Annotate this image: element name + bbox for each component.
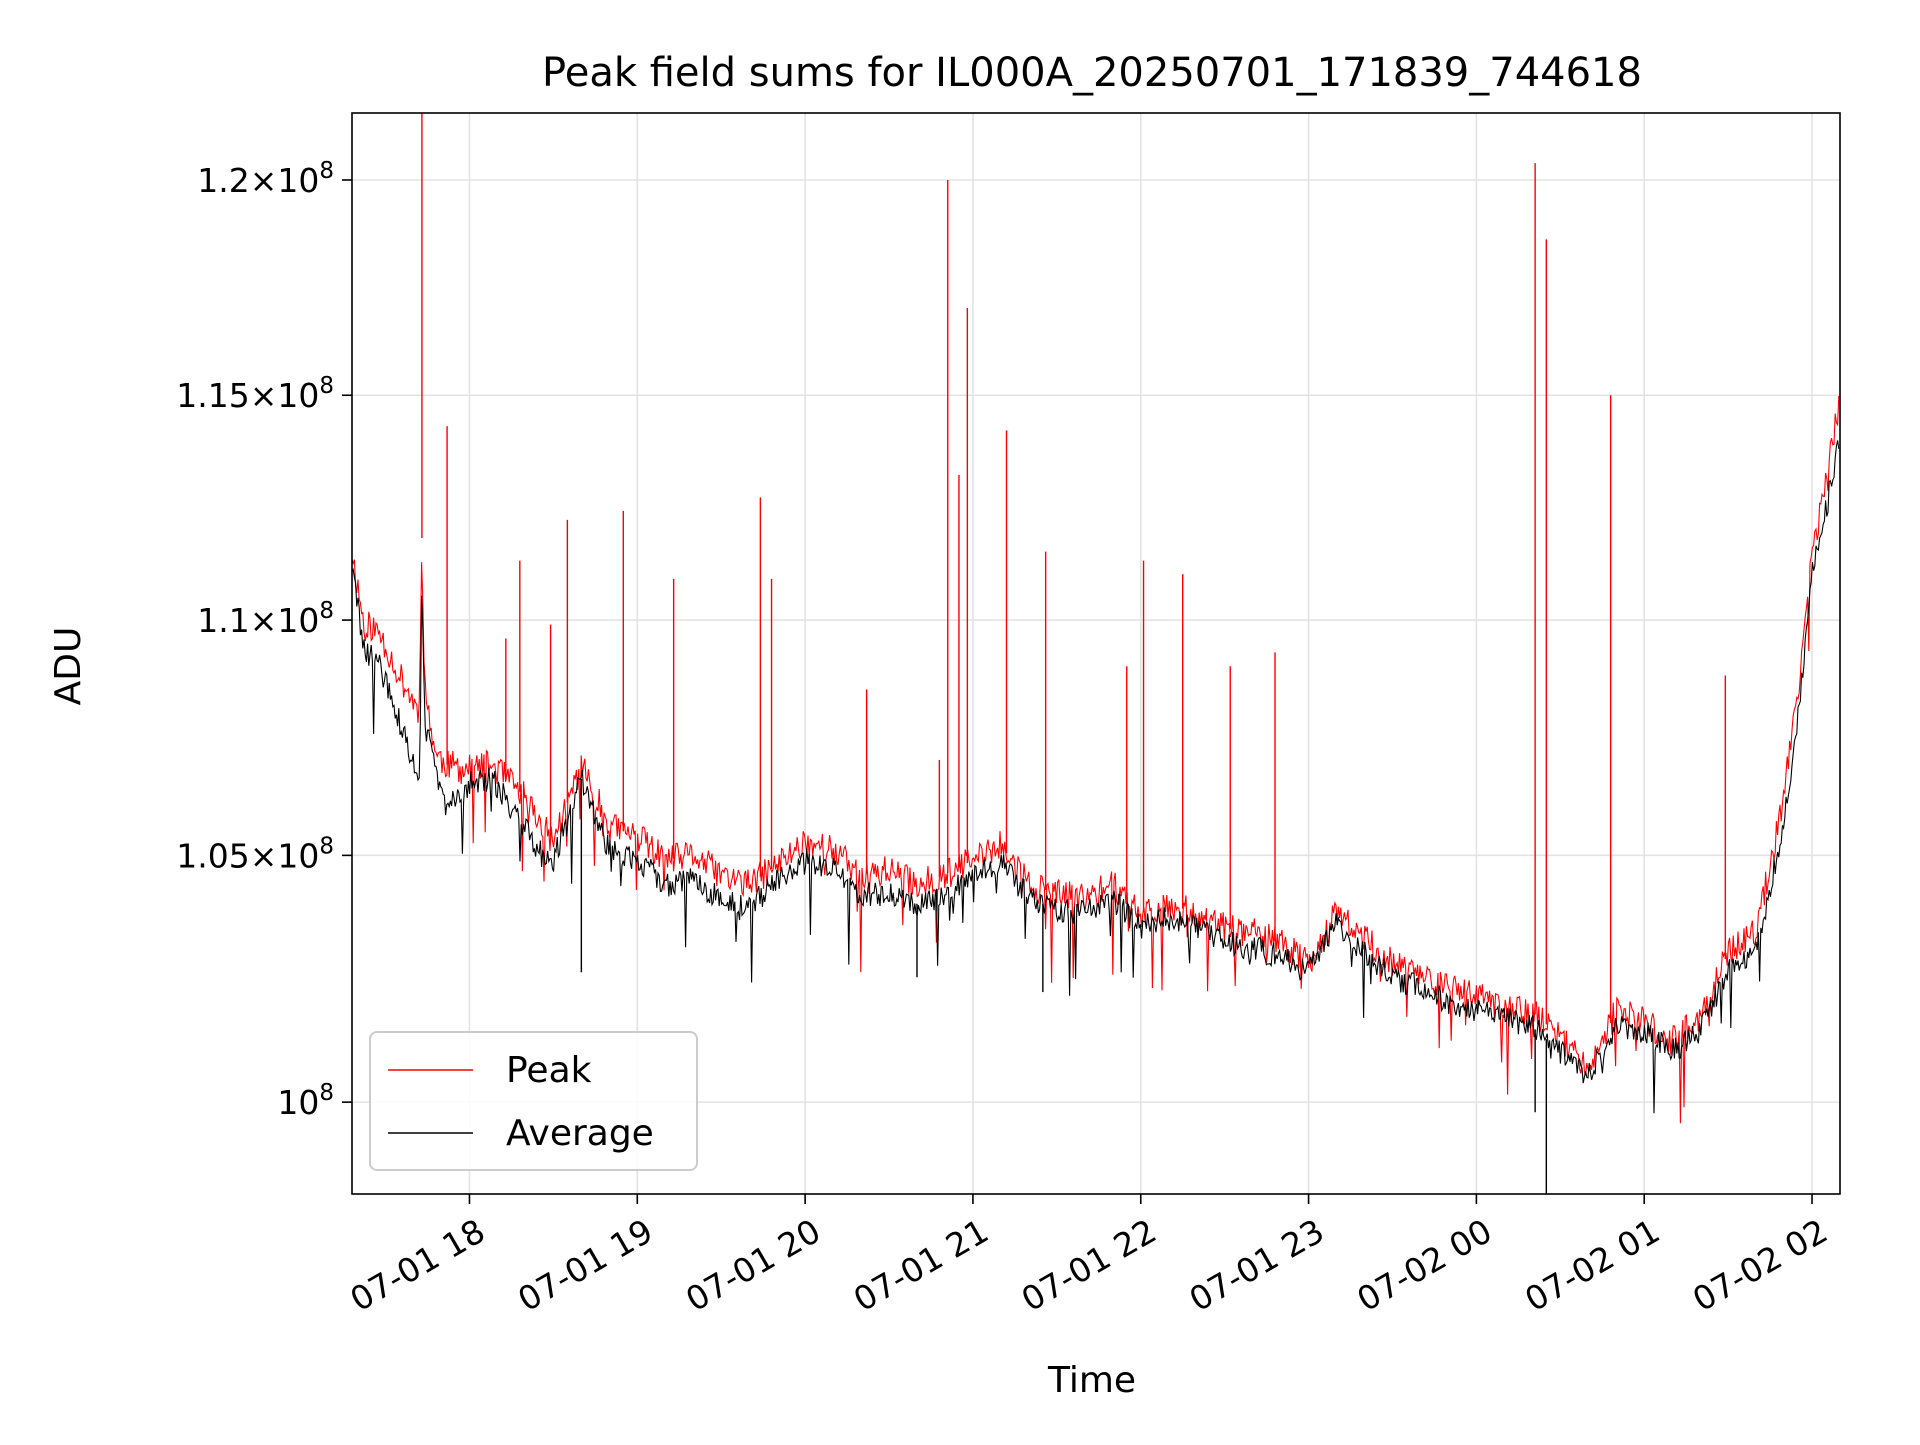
grid-lines (352, 113, 1840, 1194)
series-line-peak (352, 395, 1840, 1124)
legend: Peak Average (369, 1031, 698, 1171)
y-axis-label: ADU (48, 627, 89, 706)
y-tick-label: 1.1×108 (197, 598, 334, 640)
legend-label-average: Average (506, 1113, 654, 1154)
x-axis-label: Time (1047, 1360, 1136, 1401)
legend-label-peak: Peak (506, 1050, 592, 1091)
series-line-average (352, 440, 1840, 1114)
y-tick-label: 1.05×108 (176, 833, 334, 875)
y-tick-label: 1.15×108 (176, 373, 334, 415)
plot-frame (351, 112, 1841, 1195)
plot-area (352, 113, 1840, 1194)
chart-title: Peak field sums for IL000A_20250701_1718… (542, 50, 1642, 96)
y-tick-label: 108 (277, 1080, 334, 1122)
legend-box (369, 1031, 698, 1171)
y-tick-label: 1.2×108 (197, 158, 334, 200)
